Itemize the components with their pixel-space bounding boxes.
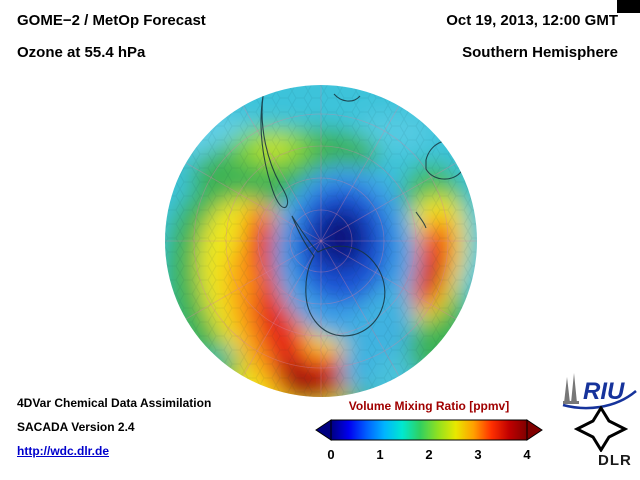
header-right: Oct 19, 2013, 12:00 GMT Southern Hemisph… bbox=[446, 12, 618, 62]
coastline-africa-tip bbox=[333, 93, 361, 102]
cathedral-icon bbox=[564, 377, 570, 403]
hemisphere-label: Southern Hemisphere bbox=[462, 44, 618, 61]
credit-version: SACADA Version 2.4 bbox=[17, 420, 135, 434]
colorbar-arrow-left bbox=[315, 419, 332, 441]
cathedral-base bbox=[563, 401, 579, 404]
corner-black-mark bbox=[617, 0, 640, 13]
colorbar-tick: 4 bbox=[523, 447, 531, 462]
colorbar-arrow-right bbox=[526, 419, 543, 441]
riu-text: RIU bbox=[583, 378, 625, 405]
colorbar-tick: 2 bbox=[425, 447, 433, 462]
header-left: GOME−2 / MetOp Forecast Ozone at 55.4 hP… bbox=[17, 12, 206, 62]
wdc-url-link[interactable]: http://wdc.dlr.de bbox=[17, 444, 109, 458]
colorbar-tick: 3 bbox=[474, 447, 482, 462]
cathedral-icon-spire bbox=[571, 373, 577, 403]
colorbar-tick: 1 bbox=[376, 447, 384, 462]
riu-logo: RIU bbox=[562, 373, 637, 410]
ozone-map-globe bbox=[165, 85, 477, 397]
title-pressure-level: Ozone at 55.4 hPa bbox=[17, 44, 146, 61]
riu-swoosh bbox=[562, 390, 637, 410]
credit-assimilation: 4DVar Chemical Data Assimilation bbox=[17, 396, 212, 410]
dlr-logo-icon bbox=[574, 406, 628, 452]
grid-texture bbox=[165, 85, 477, 397]
colorbar-title: Volume Mixing Ratio [ppmv] bbox=[348, 399, 510, 413]
colorbar-ticks: 0 1 2 3 4 bbox=[327, 447, 531, 463]
colorbar-bar bbox=[330, 419, 528, 441]
colorbar-tick: 0 bbox=[327, 447, 335, 462]
credits-block: 4DVar Chemical Data Assimilation SACADA … bbox=[17, 396, 211, 468]
dlr-text: DLR bbox=[598, 452, 632, 469]
graticule bbox=[165, 85, 477, 397]
coastline-new-zealand bbox=[415, 211, 427, 229]
coastline-antarctica bbox=[291, 215, 386, 337]
coastline-south-america bbox=[260, 95, 289, 209]
forecast-datetime: Oct 19, 2013, 12:00 GMT bbox=[446, 12, 618, 29]
title-instrument: GOME−2 / MetOp Forecast bbox=[17, 12, 206, 29]
colorbar bbox=[315, 419, 543, 441]
